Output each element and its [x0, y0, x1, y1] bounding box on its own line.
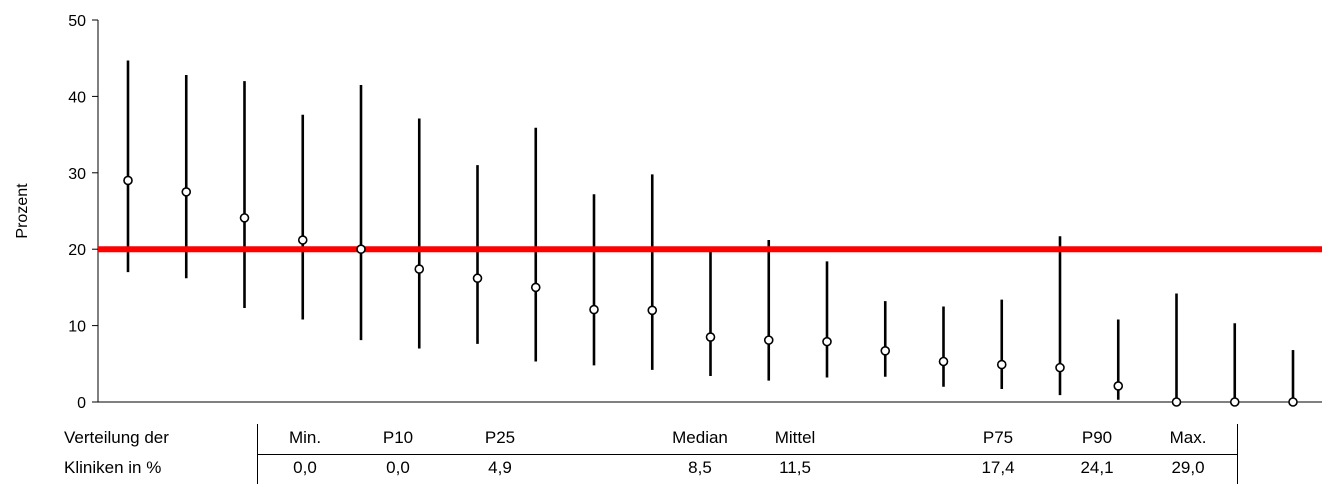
error-bars	[126, 60, 1295, 402]
stat-value: 11,5	[779, 458, 811, 477]
stat-header: P90	[1081, 428, 1113, 447]
data-point	[938, 356, 949, 367]
data-point	[356, 244, 366, 254]
data-point	[822, 336, 832, 347]
data-point	[414, 264, 425, 274]
stat-value: 24,1	[1080, 458, 1114, 477]
data-point	[589, 304, 599, 315]
stat-header: Mittel	[774, 428, 816, 447]
y-tick-label: 0	[77, 395, 86, 412]
data-point	[239, 213, 250, 223]
row-label-1: Verteilung der	[64, 428, 169, 447]
data-point	[996, 359, 1007, 370]
stat-value: 29,0	[1171, 458, 1205, 477]
data-point	[1055, 362, 1065, 373]
data-point	[181, 187, 192, 197]
data-point	[880, 346, 891, 356]
data-points	[123, 175, 1298, 407]
data-point	[530, 282, 541, 293]
stat-header: P75	[982, 428, 1014, 447]
table-row-divider	[257, 454, 1238, 455]
stat-value: 0,0	[386, 458, 410, 477]
chart-canvas: Prozent 0 10 20 30 40 50	[14, 13, 1322, 412]
stat-header: Median	[672, 428, 728, 447]
y-axis-title: Prozent	[14, 183, 31, 239]
data-point	[1113, 381, 1124, 391]
stat-header: Min.	[288, 428, 322, 447]
stat-header: Max.	[1169, 428, 1207, 447]
distribution-table: Verteilung der Kliniken in % Min. 0,0 P10 0…	[0, 424, 1327, 484]
stat-value: 17,4	[981, 458, 1015, 477]
data-point	[1171, 397, 1182, 407]
stat-value: 8,5	[688, 458, 712, 477]
stat-header: P25	[484, 428, 516, 447]
y-axis: 0 10 20 30 40 50	[68, 13, 98, 412]
y-tick-label: 20	[68, 242, 86, 259]
data-point	[123, 175, 133, 186]
data-point	[763, 335, 774, 345]
stat-value: 4,9	[488, 458, 512, 477]
stat-value: 0,0	[293, 458, 317, 477]
stat-header: P10	[382, 428, 414, 447]
data-point	[472, 273, 483, 284]
y-tick-label: 40	[68, 89, 86, 106]
data-point	[647, 305, 658, 316]
row-label-2: Kliniken in %	[64, 458, 162, 477]
y-tick-label: 50	[68, 13, 86, 30]
data-point	[297, 235, 308, 245]
data-point	[1229, 397, 1240, 407]
y-tick-label: 10	[68, 319, 86, 336]
y-tick-label: 30	[68, 166, 86, 183]
data-point	[705, 332, 716, 342]
data-point	[1288, 397, 1298, 407]
